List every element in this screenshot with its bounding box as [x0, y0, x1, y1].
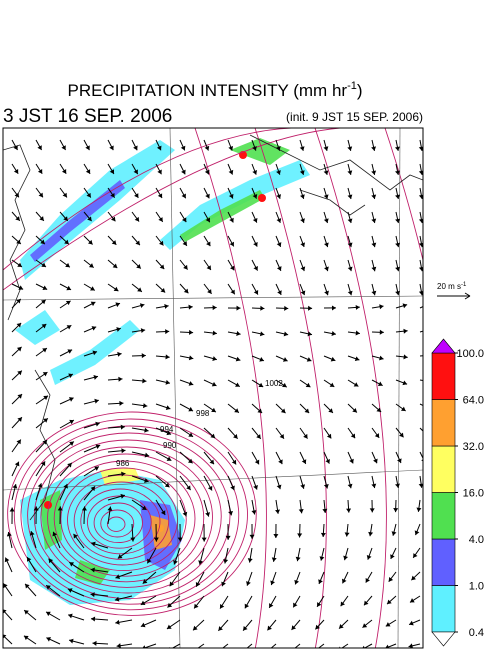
- wind-arrow-head: [427, 327, 432, 332]
- wind-key-exponent: -1: [461, 282, 467, 288]
- wind-arrow-head: [426, 303, 431, 308]
- wind-arrow-head: [424, 432, 429, 437]
- title-text: PRECIPITATION INTENSITY (mm hr: [67, 81, 347, 100]
- colorbar-label: 100.0: [456, 348, 484, 360]
- title-exponent: -1: [347, 80, 357, 92]
- colorbar-bin: [432, 400, 455, 447]
- colorbar-under: [432, 632, 455, 646]
- map-area: 1002 998 994 990 986: [2, 128, 457, 650]
- wind-key-label: 20 m s-1: [437, 282, 467, 291]
- wind-arrow-head: [427, 353, 431, 358]
- wind-key-unit: 20 m s: [437, 282, 461, 291]
- precip-core: [258, 194, 266, 202]
- colorbar-bin: [432, 539, 455, 586]
- init-time: (init. 9 JST 15 SEP. 2006): [286, 110, 423, 124]
- colorbar-bin: [432, 353, 455, 400]
- colorbar-label: 32.0: [463, 441, 484, 453]
- colorbar-over: [432, 339, 455, 353]
- colorbar-bin: [432, 493, 455, 540]
- colorbar-label: 64.0: [463, 395, 484, 407]
- colorbar: 0.4 1.0 4.0 16.0 32.0 64.0 100.0: [432, 339, 484, 646]
- contour-label: 986: [116, 459, 130, 468]
- wind-arrow-head: [427, 379, 431, 384]
- wind-key: 20 m s-1: [437, 282, 470, 299]
- contour-label: 994: [160, 425, 174, 434]
- contour-label: 990: [163, 441, 177, 450]
- title-close: ): [357, 81, 363, 100]
- title: PRECIPITATION INTENSITY (mm hr-1): [67, 80, 362, 100]
- colorbar-label: 0.4: [469, 627, 484, 639]
- contour-label: 998: [196, 409, 210, 418]
- colorbar-label: 4.0: [469, 534, 484, 546]
- valid-time: 3 JST 16 SEP. 2006: [3, 106, 172, 127]
- colorbar-bin: [432, 586, 455, 633]
- wind-arrow-head: [426, 405, 431, 409]
- colorbar-bin: [432, 446, 455, 493]
- colorbar-label: 16.0: [463, 488, 484, 500]
- contour-label: 1002: [265, 379, 283, 388]
- colorbar-label: 1.0: [469, 581, 484, 593]
